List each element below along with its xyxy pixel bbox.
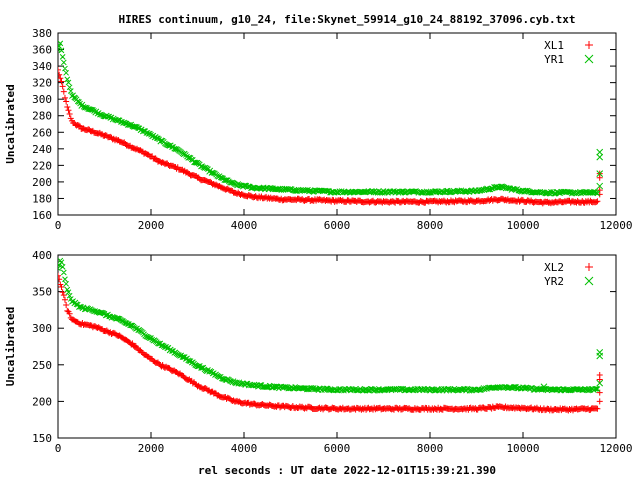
y-tick-label: 300 xyxy=(32,93,52,106)
panel-1: HIRES continuum, g10_24, file:Skynet_599… xyxy=(4,13,633,232)
y-axis-label: Uncalibrated xyxy=(4,307,17,386)
y-tick-label: 380 xyxy=(32,27,52,40)
legend-label: YR2 xyxy=(544,275,564,288)
x-tick-label: 10000 xyxy=(506,442,539,455)
y-axis-label: Uncalibrated xyxy=(4,84,17,163)
x-tick-label: 12000 xyxy=(599,442,632,455)
data-point xyxy=(596,352,604,360)
x-tick-label: 2000 xyxy=(138,442,165,455)
data-point xyxy=(596,170,604,177)
data-point xyxy=(596,379,604,387)
data-point xyxy=(596,182,604,190)
y-tick-label: 260 xyxy=(32,126,52,139)
series-YR2 xyxy=(58,257,604,394)
data-point xyxy=(596,398,603,405)
x-tick-label: 6000 xyxy=(324,219,351,232)
legend-marker xyxy=(584,276,594,286)
y-tick-label: 250 xyxy=(32,359,52,372)
legend-marker xyxy=(584,54,594,64)
series-XL1 xyxy=(58,66,603,207)
y-tick-label: 200 xyxy=(32,176,52,189)
chart-title: HIRES continuum, g10_24, file:Skynet_599… xyxy=(119,13,576,26)
legend-label: XL2 xyxy=(544,261,564,274)
legend-marker xyxy=(585,263,593,271)
y-tick-label: 150 xyxy=(32,432,52,445)
x-tick-label: 0 xyxy=(55,442,62,455)
x-tick-label: 4000 xyxy=(231,442,258,455)
series-markers xyxy=(58,257,601,394)
x-tick-label: 8000 xyxy=(417,442,444,455)
data-point xyxy=(596,153,604,161)
x-tick-label: 10000 xyxy=(506,219,539,232)
y-tick-label: 340 xyxy=(32,60,52,73)
series-markers xyxy=(58,40,601,197)
x-tick-label: 6000 xyxy=(324,442,351,455)
x-tick-label: 12000 xyxy=(599,219,632,232)
legend-label: XL1 xyxy=(544,39,564,52)
series-XL2 xyxy=(58,272,603,414)
x-tick-label: 0 xyxy=(55,219,62,232)
data-point xyxy=(596,376,603,383)
y-tick-label: 400 xyxy=(32,249,52,262)
y-tick-label: 360 xyxy=(32,44,52,57)
x-axis-label: rel seconds : UT date 2022-12-01T15:39:2… xyxy=(198,464,496,477)
series-markers xyxy=(58,66,601,207)
x-tick-label: 8000 xyxy=(417,219,444,232)
y-tick-label: 200 xyxy=(32,395,52,408)
series-markers xyxy=(58,272,601,414)
y-tick-label: 160 xyxy=(32,209,52,222)
y-tick-label: 300 xyxy=(32,322,52,335)
x-tick-label: 4000 xyxy=(231,219,258,232)
y-tick-label: 320 xyxy=(32,77,52,90)
data-point xyxy=(596,174,603,181)
y-tick-label: 220 xyxy=(32,159,52,172)
plot-frame xyxy=(57,32,617,216)
y-tick-label: 350 xyxy=(32,286,52,299)
series-YR1 xyxy=(58,40,604,197)
data-point xyxy=(596,148,604,156)
y-tick-label: 240 xyxy=(32,143,52,156)
data-point xyxy=(540,383,548,391)
legend-label: YR1 xyxy=(544,53,564,66)
y-tick-label: 180 xyxy=(32,192,52,205)
y-tick-label: 280 xyxy=(32,110,52,123)
legend-marker xyxy=(585,41,593,49)
x-tick-label: 2000 xyxy=(138,219,165,232)
